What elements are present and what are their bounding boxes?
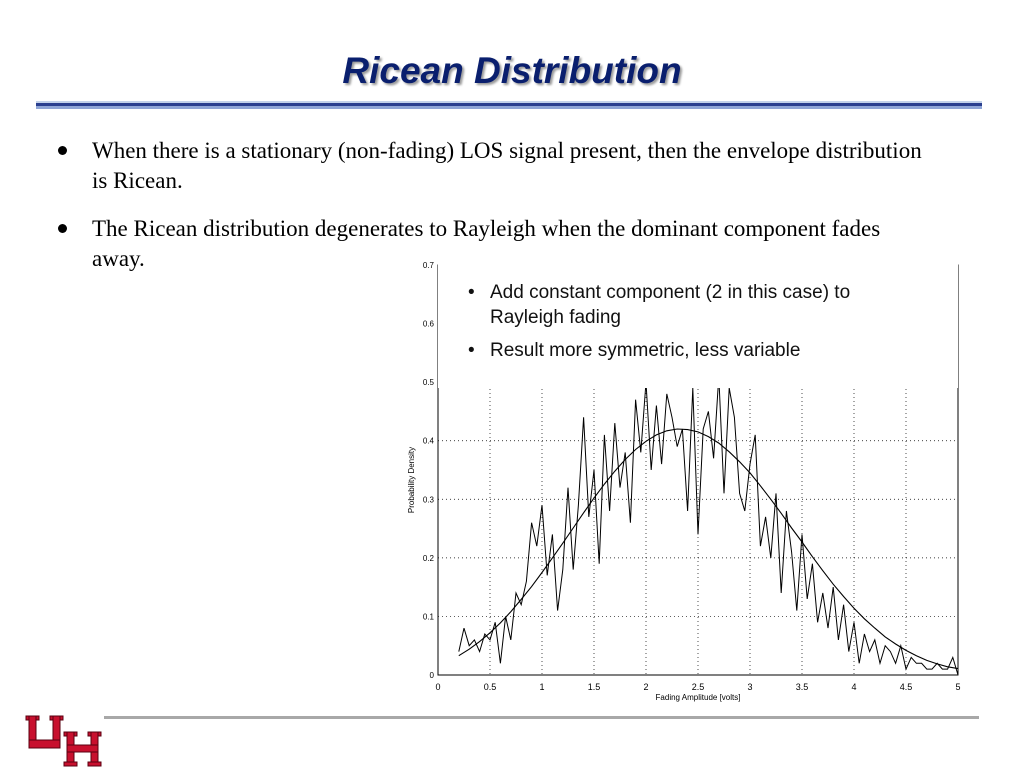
bullet-item: The Ricean distribution degenerates to R… (58, 214, 892, 274)
university-logo-icon (25, 715, 102, 767)
annotation-text: Add constant component (2 in this case) … (490, 282, 851, 328)
bullet-item: When there is a stationary (non-fading) … (58, 136, 938, 196)
bullet-list: When there is a stationary (non-fading) … (58, 136, 938, 292)
y-tick-label: 0.6 (423, 320, 435, 329)
x-tick-label: 4 (851, 682, 856, 692)
y-axis-label: Probability Density (407, 447, 416, 513)
y-tick-label: 0.2 (423, 554, 435, 563)
x-tick-label: 2.5 (692, 682, 705, 692)
x-tick-label: 2 (643, 682, 648, 692)
bullet-dot-icon: • (468, 340, 475, 361)
x-tick-label: 1.5 (588, 682, 601, 692)
bullet-dot-icon (58, 146, 67, 155)
annotation-box: • Add constant component (2 in this case… (438, 264, 958, 388)
y-tick-label: 0.1 (423, 612, 435, 621)
annotation-text: Result more symmetric, less variable (490, 340, 801, 361)
title-divider (36, 101, 982, 109)
x-tick-label: 3 (747, 682, 752, 692)
y-tick-label: 0.5 (423, 378, 435, 387)
x-tick-label: 3.5 (796, 682, 809, 692)
series-line-theoretical (458, 428, 959, 670)
slide-title: Ricean Distribution (342, 50, 682, 91)
y-tick-label: 0.4 (423, 437, 435, 446)
x-tick-label: 5 (955, 682, 960, 692)
x-tick-label: 0 (435, 682, 440, 692)
bullet-dot-icon: • (468, 282, 475, 303)
series-line-measured (458, 376, 959, 676)
footer-divider (104, 716, 979, 719)
y-tick-label: 0 (430, 671, 435, 680)
annotation-item: • Add constant component (2 in this case… (468, 280, 910, 330)
y-tick-label: 0.3 (423, 495, 435, 504)
bullet-text: The Ricean distribution degenerates to R… (92, 216, 881, 271)
y-tick-label: 0.7 (423, 261, 435, 270)
bullet-dot-icon (58, 224, 67, 233)
x-axis-label: Fading Amplitude [volts] (656, 693, 741, 702)
x-tick-label: 1 (539, 682, 544, 692)
x-tick-label: 0.5 (484, 682, 497, 692)
annotation-item: • Result more symmetric, less variable (468, 338, 910, 363)
bullet-text: When there is a stationary (non-fading) … (92, 138, 922, 193)
x-tick-label: 4.5 (900, 682, 913, 692)
